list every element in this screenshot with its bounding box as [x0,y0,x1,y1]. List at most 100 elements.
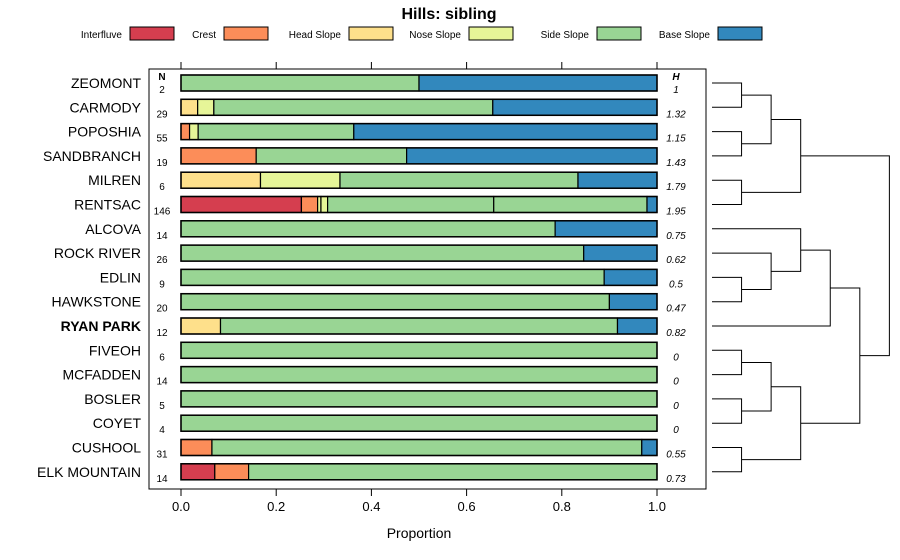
bar-segment [211,438,643,457]
legend-swatch-head-slope [348,26,394,41]
bar-outline [180,220,658,238]
row-n-value: 19 [156,158,168,169]
bar-segment [353,122,658,141]
bar-segment [180,293,610,311]
dendrogram-link [712,349,743,376]
bar-segment [214,463,250,481]
row-poposhia: POPOSHIA 55 1.15 [68,122,686,145]
bar-segment [493,195,648,214]
bar-segment [180,244,585,262]
row-rock-river: ROCK RIVER 26 0.62 [54,244,686,266]
bar-outline [180,98,658,117]
bar-segment [327,195,495,214]
bar-outline [180,438,658,457]
bar-segment [406,147,658,165]
bar-segment [180,171,262,189]
row-h-value: 0 [673,352,679,363]
bar-segment [219,317,619,335]
legend-label-nose-slope: Nose Slope [409,30,461,41]
row-h-value: 0 [673,425,679,436]
legend-label-base-slope: Base Slope [659,30,711,41]
row-n-value: 14 [156,377,168,388]
bar-outline [180,268,658,287]
row-rentsac: RENTSAC 146 1.95 [74,195,686,218]
row-n-value: 26 [156,255,168,266]
bar-segment [188,122,199,141]
row-label: RYAN PARK [61,318,141,334]
bar-outline [180,292,658,311]
legend-label-head-slope: Head Slope [289,30,342,41]
bar-segment [180,98,199,116]
row-label: CARMODY [69,99,141,115]
row-h-value: 0.73 [666,474,686,485]
row-label: ZEOMONT [71,75,141,91]
bar-outline [180,147,658,165]
bar-segment [180,438,213,457]
row-label: EDLIN [100,269,141,285]
row-label: ELK MOUNTAIN [37,464,141,480]
bar-segment [300,195,319,214]
legend-label-interfluve: Interfluve [81,30,123,41]
row-elk-mountain: ELK MOUNTAIN 14 0.73 [37,463,686,485]
bar-outline [180,195,658,214]
row-label: CUSHOOL [72,440,141,456]
row-n-value: 20 [156,304,168,315]
x-tick-label-3: 0.6 [458,499,476,514]
row-carmody: CARMODY 29 1.32 [69,98,686,120]
row-n-value: 14 [156,474,168,485]
row-h-value: 0.75 [666,231,686,242]
bar-segment [259,171,341,189]
row-mcfadden: MCFADDEN 14 0 [62,365,679,388]
x-tick-label-2: 0.4 [362,499,380,514]
bar-outline [180,171,658,189]
row-n-value: 4 [159,425,165,436]
x-axis: 0.0 0.2 0.4 0.6 0.8 1.0 [172,489,666,514]
bar-outline [180,341,658,360]
dendrogram-link [712,131,743,157]
row-label: ALCOVA [85,221,141,237]
bar-outline [180,365,658,384]
row-h-value: 0.55 [666,450,686,461]
row-milren: MILREN 6 1.79 [88,171,686,193]
dendrogram-link [712,276,743,303]
bar-segment [646,195,658,214]
dendrogram-link [712,398,743,424]
row-coyet: COYET 4 0 [93,414,679,436]
row-h-value: 0 [673,377,679,388]
row-label: HAWKSTONE [52,294,141,310]
dendrogram-link [800,155,890,357]
row-label: FIVEOH [89,342,141,358]
h-column-header: H [672,72,680,83]
row-fiveoh: FIVEOH 6 0 [89,341,679,363]
top-axis-ticks [180,62,658,69]
bar-outline [180,463,658,481]
bar-segment [180,268,605,286]
row-hawkstone: HAWKSTONE 20 0.47 [52,292,686,315]
row-n-value: 5 [159,401,165,412]
n-column-header: N [158,72,165,83]
bar-segment [320,195,329,214]
bar-segment [213,98,494,116]
bar-outline [180,244,658,262]
row-cushool: CUSHOOL 31 0.55 [72,438,686,461]
legend-swatch-side-slope [596,26,642,41]
dendrogram-link [712,82,743,108]
bar-segment [608,293,658,311]
bar-segment [492,98,658,116]
bar-outline [180,74,658,92]
bar-segment [554,220,658,238]
bar-segment [180,147,257,165]
row-h-value: 1.79 [666,182,686,193]
x-tick-label-1: 0.2 [267,499,285,514]
row-label: COYET [93,415,142,431]
dendrogram [712,82,890,473]
dendrogram-link [712,179,743,205]
bar-segment [180,463,216,481]
row-n-value: 9 [159,279,165,290]
bar-segment [247,463,658,481]
bar-segment [577,171,658,189]
bar-segment [641,438,658,457]
row-n-value: 146 [154,207,171,218]
row-n-value: 2 [159,85,165,96]
legend-swatch-interfluve [129,26,175,41]
